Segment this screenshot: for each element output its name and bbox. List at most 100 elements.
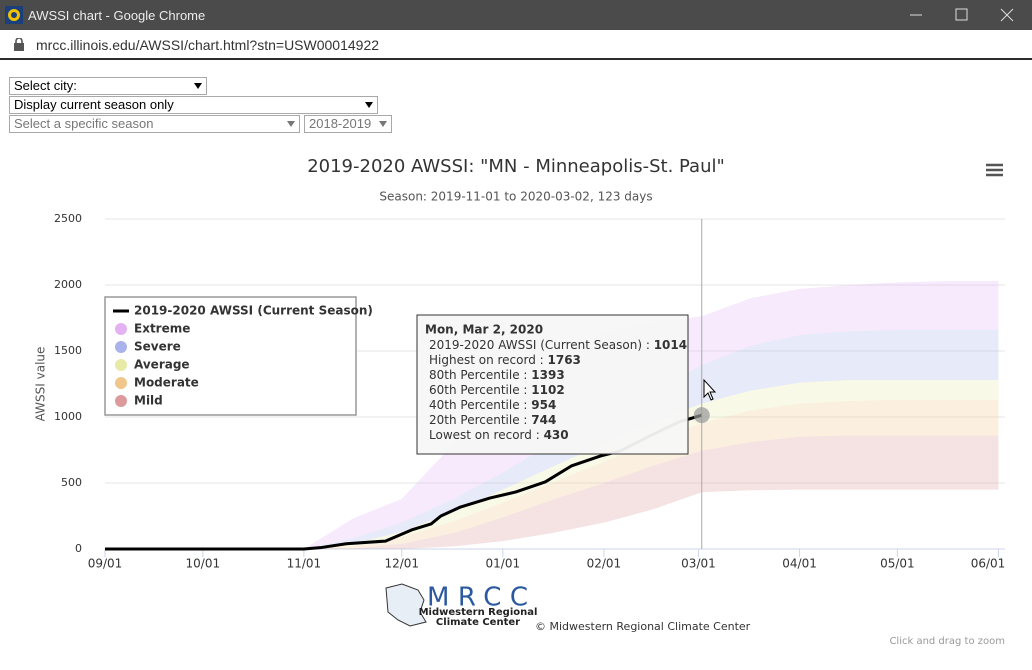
tooltip-separator: :	[532, 428, 544, 442]
dropdown-arrow	[194, 83, 202, 89]
zoom-hint: Click and drag to zoom	[889, 636, 1005, 647]
chart-title: 2019-2020 AWSSI: "MN - Minneapolis-St. P…	[307, 156, 725, 177]
x-tick-label: 05/01	[880, 557, 915, 571]
chart: 2019-2020 AWSSI: "MN - Minneapolis-St. P…	[34, 156, 1006, 647]
percentile-band	[303, 399, 999, 549]
legend-label: Moderate	[134, 376, 199, 390]
tooltip-value: 430	[544, 428, 569, 442]
tooltip-row: 20th Percentile : 744	[429, 413, 556, 427]
tooltip-row: 60th Percentile : 1102	[429, 383, 565, 397]
legend: 2019-2020 AWSSI (Current Season) Extreme S…	[104, 296, 373, 416]
maximize-button[interactable]	[955, 8, 968, 21]
percentile-band	[303, 435, 999, 549]
percentile-band	[303, 380, 999, 549]
tooltip-row: 40th Percentile : 954	[429, 398, 556, 412]
legend-swatch	[115, 395, 127, 407]
select-text: Select a specific season	[14, 116, 154, 131]
tooltip-label: 2019-2020 AWSSI (Current Season)	[429, 338, 642, 352]
tooltip-value: 954	[531, 398, 556, 412]
legend-label: Severe	[134, 340, 181, 354]
tooltip-value: 744	[531, 413, 556, 427]
y-tick-label: 0	[75, 542, 82, 555]
tooltip-row: 80th Percentile : 1393	[429, 368, 565, 382]
title-bar: AWSSI chart - Google Chrome	[0, 0, 1032, 30]
tooltip-value: 1014	[654, 338, 687, 352]
y-axis-title: AWSSI value	[34, 347, 48, 422]
mouse-cursor	[703, 378, 717, 401]
legend-swatch	[115, 359, 127, 371]
menu-button[interactable]	[986, 163, 1003, 177]
tooltip-box	[416, 314, 689, 455]
legend-label: Average	[134, 358, 190, 372]
select-text: 2018-2019	[309, 116, 372, 131]
legend-item[interactable]: Mild	[115, 394, 163, 408]
tooltip-separator: :	[520, 413, 532, 427]
x-tick-label: 01/01	[486, 557, 521, 571]
address-bar: mrcc.illinois.edu/AWSSI/chart.html?stn=U…	[0, 30, 1032, 60]
legend-box	[104, 296, 357, 416]
tooltip-separator: :	[642, 338, 654, 352]
tooltip-separator: :	[536, 353, 548, 367]
dropdown-arrow	[379, 121, 387, 127]
hover-marker	[693, 407, 710, 424]
app-icon	[5, 6, 23, 24]
legend-swatch	[115, 323, 127, 335]
tooltip-label: Lowest on record	[429, 428, 532, 442]
x-tick-label: 02/01	[587, 557, 622, 571]
year-select[interactable]: 2018-2019	[304, 115, 392, 133]
tooltip-value: 1393	[531, 368, 564, 382]
legend-item[interactable]: 2019-2020 AWSSI (Current Season)	[113, 304, 373, 318]
tooltip-label: 20th Percentile	[429, 413, 520, 427]
y-tick-label: 1500	[54, 344, 82, 357]
city-select[interactable]: Select city:	[9, 77, 207, 95]
legend-swatch	[115, 341, 127, 353]
window-title: AWSSI chart - Google Chrome	[28, 8, 206, 23]
x-tick-label: 06/01	[971, 557, 1006, 571]
legend-label: 2019-2020 AWSSI (Current Season)	[134, 304, 373, 318]
tooltip-label: 40th Percentile	[429, 398, 520, 412]
percentile-band	[303, 329, 999, 549]
dropdown-arrow	[365, 102, 373, 108]
tooltip-separator: :	[520, 368, 532, 382]
logo: MRCC Midwestern Regional Climate Center	[385, 583, 538, 628]
x-tick-label: 04/01	[782, 557, 817, 571]
logo-line: Climate Center	[436, 617, 520, 628]
legend-item[interactable]: Extreme	[115, 322, 190, 336]
percentile-band	[303, 281, 999, 549]
season-mode-select[interactable]: Display current season only	[9, 96, 378, 114]
tooltip-label: Highest on record	[429, 353, 536, 367]
window-buttons	[910, 8, 1014, 22]
legend-item[interactable]: Moderate	[115, 376, 199, 390]
y-tick-label: 500	[61, 476, 82, 489]
season-select[interactable]: Select a specific season	[9, 115, 300, 133]
dropdown-arrow	[287, 121, 295, 127]
x-tick-label: 03/01	[681, 557, 716, 571]
tooltip-separator: :	[520, 383, 532, 397]
chart-subtitle: Season: 2019-11-01 to 2020-03-02, 123 da…	[379, 190, 652, 204]
x-tick-label: 09/01	[88, 557, 123, 571]
tooltip-separator: :	[520, 398, 532, 412]
tooltip-date: Mon, Mar 2, 2020	[425, 323, 543, 337]
credit: © Midwestern Regional Climate Center	[535, 620, 751, 633]
legend-item[interactable]: Severe	[115, 340, 181, 354]
x-tick-label: 12/01	[384, 557, 419, 571]
tooltip-row: Lowest on record : 430	[429, 428, 569, 442]
tooltip-value: 1763	[548, 353, 581, 367]
tooltip-row: Highest on record : 1763	[429, 353, 581, 367]
x-tick-label: 11/01	[287, 557, 322, 571]
legend-item[interactable]: Average	[115, 358, 190, 372]
legend-swatch	[115, 377, 127, 389]
select-text: Display current season only	[14, 97, 174, 112]
y-tick-label: 2500	[54, 212, 82, 225]
tooltip-label: 60th Percentile	[429, 383, 520, 397]
select-text: Select city:	[14, 78, 77, 93]
close-button[interactable]	[1000, 8, 1014, 22]
lock-icon	[14, 38, 24, 51]
tooltip-row: 2019-2020 AWSSI (Current Season) : 1014	[429, 338, 687, 352]
x-tick-label: 10/01	[186, 557, 221, 571]
tooltip-value: 1102	[531, 383, 564, 397]
logo-line: Midwestern Regional	[419, 607, 538, 618]
y-tick-label: 2000	[54, 278, 82, 291]
url[interactable]: mrcc.illinois.edu/AWSSI/chart.html?stn=U…	[36, 37, 380, 53]
